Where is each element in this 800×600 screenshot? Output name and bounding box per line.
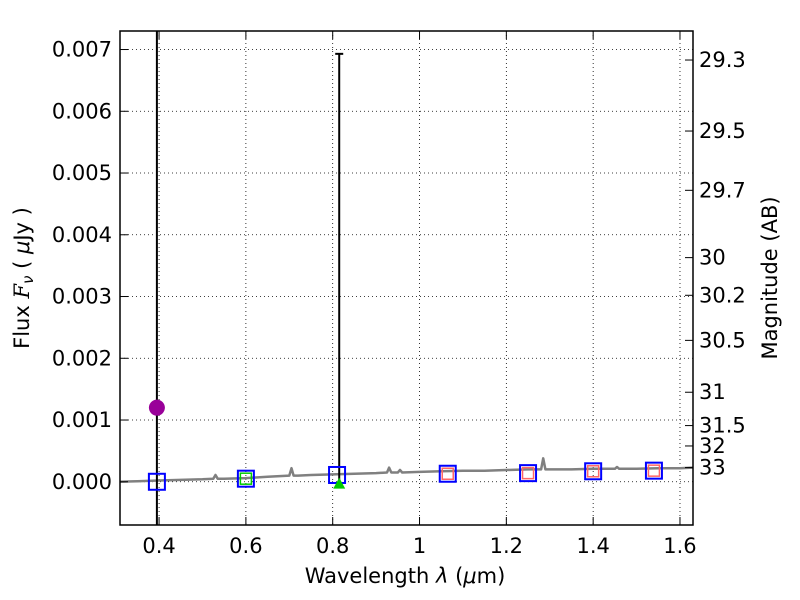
x-axis-label-prefix: Wavelength xyxy=(305,564,436,588)
model-photometry-square xyxy=(438,464,457,483)
observed-square xyxy=(239,472,253,485)
y-axis-label-unit-open: ( xyxy=(10,254,34,276)
y2-tick-label: 31.5 xyxy=(699,414,746,438)
y-tick-label: 0.007 xyxy=(52,38,112,62)
model-photometry-square xyxy=(236,469,255,488)
x-axis-label-unit-mu: μ xyxy=(462,564,476,588)
y2-tick-label: 33 xyxy=(699,456,726,480)
y2-tick-label: 29.3 xyxy=(699,48,746,72)
x-tick-label: 0.8 xyxy=(316,534,349,558)
y-axis-label-var: F xyxy=(10,283,34,300)
x-axis-label: Wavelength λ (μm) xyxy=(305,564,506,588)
y2-tick-label: 32 xyxy=(699,434,726,458)
x-tick-label: 1 xyxy=(413,534,426,558)
y-axis-label-sub: ν xyxy=(19,276,37,284)
x-axis-label-var: λ xyxy=(435,564,448,588)
model-photometry-square xyxy=(584,462,603,481)
y-tick-label: 0.006 xyxy=(52,99,112,123)
y2-tick-label: 30.5 xyxy=(699,328,746,352)
detection-triangle xyxy=(333,477,346,489)
axis-ticks xyxy=(120,31,693,525)
photometry-markers-layer xyxy=(147,399,663,491)
sed-model-line xyxy=(119,457,694,484)
x-tick-label: 1.6 xyxy=(663,534,696,558)
y2-tick-label: 29.7 xyxy=(699,178,746,202)
model-photometry-square xyxy=(147,472,166,491)
y-tick-labels: 0.000 0.001 0.002 0.003 0.004 0.005 0.006 0.007 xyxy=(52,38,112,494)
observed-square xyxy=(441,467,454,480)
y-tick-label: 0.004 xyxy=(52,223,112,247)
sed-model-layer xyxy=(119,457,694,484)
detection-circle xyxy=(148,399,165,416)
y-axis-label: Flux Fν ( μJy ) xyxy=(10,207,37,349)
model-photometry-square xyxy=(644,461,663,480)
y2-tick-label: 31 xyxy=(699,380,726,404)
y2-axis-label: Magnitude (AB) xyxy=(758,196,782,359)
y-tick-label: 0.005 xyxy=(52,161,112,185)
x-axis-label-unit-open: ( xyxy=(448,564,463,588)
x-tick-label: 0.4 xyxy=(142,534,175,558)
error-bars-layer xyxy=(155,31,344,525)
y-tick-label: 0.000 xyxy=(52,470,112,494)
x-tick-label: 0.6 xyxy=(229,534,262,558)
model-photometry-square xyxy=(519,464,538,483)
observed-square xyxy=(647,464,661,477)
grid-lines xyxy=(120,31,693,525)
y-axis-label-unit-mu: μ xyxy=(10,241,34,255)
y-axis-label-prefix: Flux xyxy=(10,299,34,349)
y2-tick-label: 30 xyxy=(699,246,726,270)
observed-square xyxy=(521,466,535,480)
observed-square xyxy=(586,465,600,478)
x-axis-label-unit-close: m) xyxy=(477,564,506,588)
y-tick-label: 0.002 xyxy=(52,346,112,370)
x-tick-label: 1.2 xyxy=(490,534,523,558)
y-tick-label: 0.003 xyxy=(52,285,112,309)
y-tick-label: 0.001 xyxy=(52,408,112,432)
x-tick-label: 1.4 xyxy=(576,534,609,558)
y2-tick-label: 30.2 xyxy=(699,283,746,307)
y-axis-label-unit-close: Jy ) xyxy=(10,207,34,243)
y2-tick-label: 29.5 xyxy=(699,119,746,143)
x-tick-labels: 0.4 0.6 0.8 1 1.2 1.4 1.6 xyxy=(142,534,696,558)
plot-frame xyxy=(119,30,694,526)
